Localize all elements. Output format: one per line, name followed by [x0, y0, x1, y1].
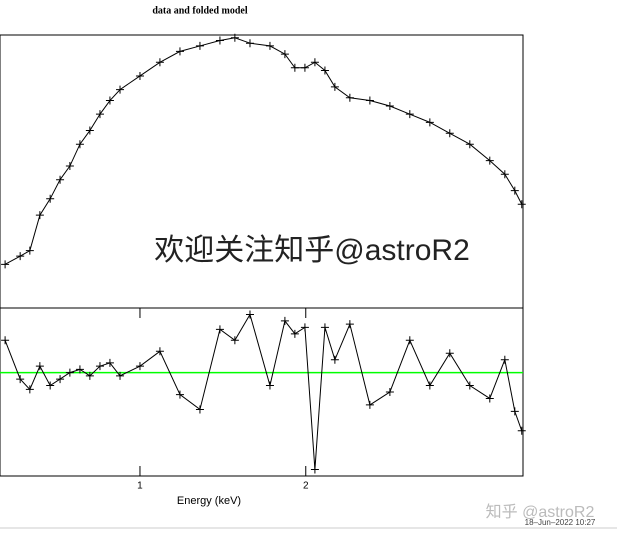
- data-point: [465, 381, 474, 390]
- data-point: [135, 362, 144, 371]
- data-point: [175, 390, 184, 399]
- data-point: [175, 47, 184, 56]
- data-point: [195, 405, 204, 414]
- data-point: [16, 375, 25, 384]
- data-point: [405, 336, 414, 345]
- data-point: [330, 82, 339, 91]
- data-point: [500, 355, 509, 364]
- data-point: [95, 110, 104, 119]
- data-point: [56, 375, 65, 384]
- data-point: [425, 118, 434, 127]
- data-point: [245, 39, 254, 48]
- data-point: [485, 156, 494, 165]
- data-point: [116, 85, 125, 94]
- data-point: [135, 71, 144, 80]
- corner-watermark: 知乎 @astroR2: [486, 503, 595, 521]
- data-point: [485, 394, 494, 403]
- data-point: [230, 336, 239, 345]
- data-point: [300, 63, 309, 72]
- timestamp: 18–Jun–2022 10:27: [525, 518, 596, 527]
- data-point: [85, 371, 94, 380]
- data-point: [365, 96, 374, 105]
- data-point: [465, 140, 474, 149]
- data-point: [280, 50, 289, 59]
- x-tick-label: 2: [303, 481, 309, 492]
- data-point: [310, 465, 319, 474]
- data-point: [517, 200, 526, 209]
- data-point: [300, 323, 309, 332]
- data-point: [85, 126, 94, 135]
- data-point: [56, 175, 65, 184]
- data-point: [46, 194, 55, 203]
- data-point: [517, 426, 526, 435]
- data-point: [105, 358, 114, 367]
- data-point: [330, 355, 339, 364]
- data-point: [35, 211, 44, 220]
- plot-frame: [0, 34, 524, 477]
- data-point: [35, 362, 44, 371]
- data-point: [345, 93, 354, 102]
- data-point: [385, 101, 394, 110]
- data-point: [365, 400, 374, 409]
- data-point: [320, 66, 329, 75]
- data-point: [16, 252, 25, 261]
- data-point: [445, 349, 454, 358]
- chart-title: data and folded model: [152, 5, 248, 16]
- data-point: [215, 36, 224, 45]
- data-point: [116, 371, 125, 380]
- data-point: [65, 368, 74, 377]
- data-point: [510, 186, 519, 195]
- watermark: 欢迎关注知乎@astroR2: [154, 234, 470, 267]
- x-axis-label: Energy (keV): [177, 495, 241, 507]
- x-tick-label: 1: [137, 481, 143, 492]
- data-point: [155, 347, 164, 356]
- data-point: [385, 388, 394, 396]
- data-point: [105, 96, 114, 105]
- data-point: [230, 33, 239, 42]
- data-point: [65, 162, 74, 171]
- data-point: [155, 58, 164, 67]
- data-point: [500, 170, 509, 179]
- data-point: [46, 381, 55, 390]
- data-point: [1, 260, 10, 269]
- data-point: [75, 365, 84, 374]
- data-point: [290, 329, 299, 338]
- data-point: [290, 63, 299, 72]
- data-point: [280, 316, 289, 325]
- data-point: [405, 110, 414, 119]
- data-point: [425, 381, 434, 390]
- data-point: [25, 246, 34, 255]
- data-point: [25, 385, 34, 394]
- data-point: [95, 362, 104, 371]
- data-point: [215, 325, 224, 334]
- data-point: [265, 381, 274, 390]
- data-point: [510, 407, 519, 416]
- data-point: [265, 41, 274, 50]
- data-point: [320, 323, 329, 332]
- data-point: [75, 140, 84, 149]
- data-point: [345, 320, 354, 329]
- data-point: [245, 310, 254, 319]
- data-point: [445, 129, 454, 138]
- data-point: [310, 58, 319, 67]
- data-point: [1, 336, 10, 345]
- data-point: [195, 41, 204, 50]
